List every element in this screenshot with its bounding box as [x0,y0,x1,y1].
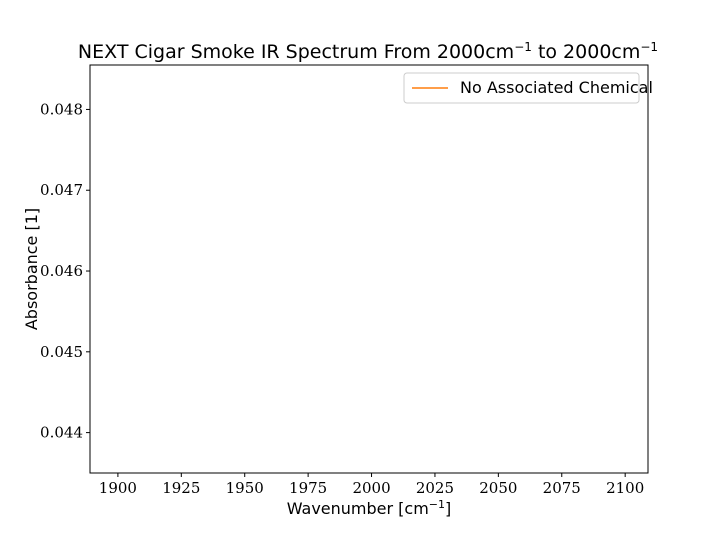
x-axis: 1900 1925 1950 1975 2000 2025 2050 2075 2100 [99,473,644,497]
x-tick-label: 2025 [416,479,454,497]
x-tick-label: 1950 [226,479,264,497]
x-tick-label: 1900 [99,479,137,497]
y-tick-label: 0.048 [40,100,83,118]
y-tick-label: 0.046 [40,262,83,280]
y-axis: 0.044 0.045 0.046 0.047 0.048 [40,100,90,442]
x-tick-label: 2050 [479,479,517,497]
x-tick-label: 2075 [543,479,581,497]
y-tick-label: 0.045 [40,343,83,361]
x-tick-label: 1925 [162,479,200,497]
x-tick-label: 2000 [352,479,390,497]
x-tick-label: 2100 [606,479,644,497]
chart-title: NEXT Cigar Smoke IR Spectrum From 2000cm… [78,40,658,63]
x-tick-label: 1975 [289,479,327,497]
legend-frame [403,72,640,104]
x-axis-label: Wavenumber [cm−1] [287,498,452,519]
y-tick-label: 0.047 [40,181,83,199]
legend-entry-label: No Associated Chemical [460,78,653,97]
plot-frame [89,64,649,474]
legend: No Associated Chemical [403,72,653,104]
y-tick-label: 0.044 [40,424,83,442]
y-axis-label: Absorbance [1] [22,208,41,330]
